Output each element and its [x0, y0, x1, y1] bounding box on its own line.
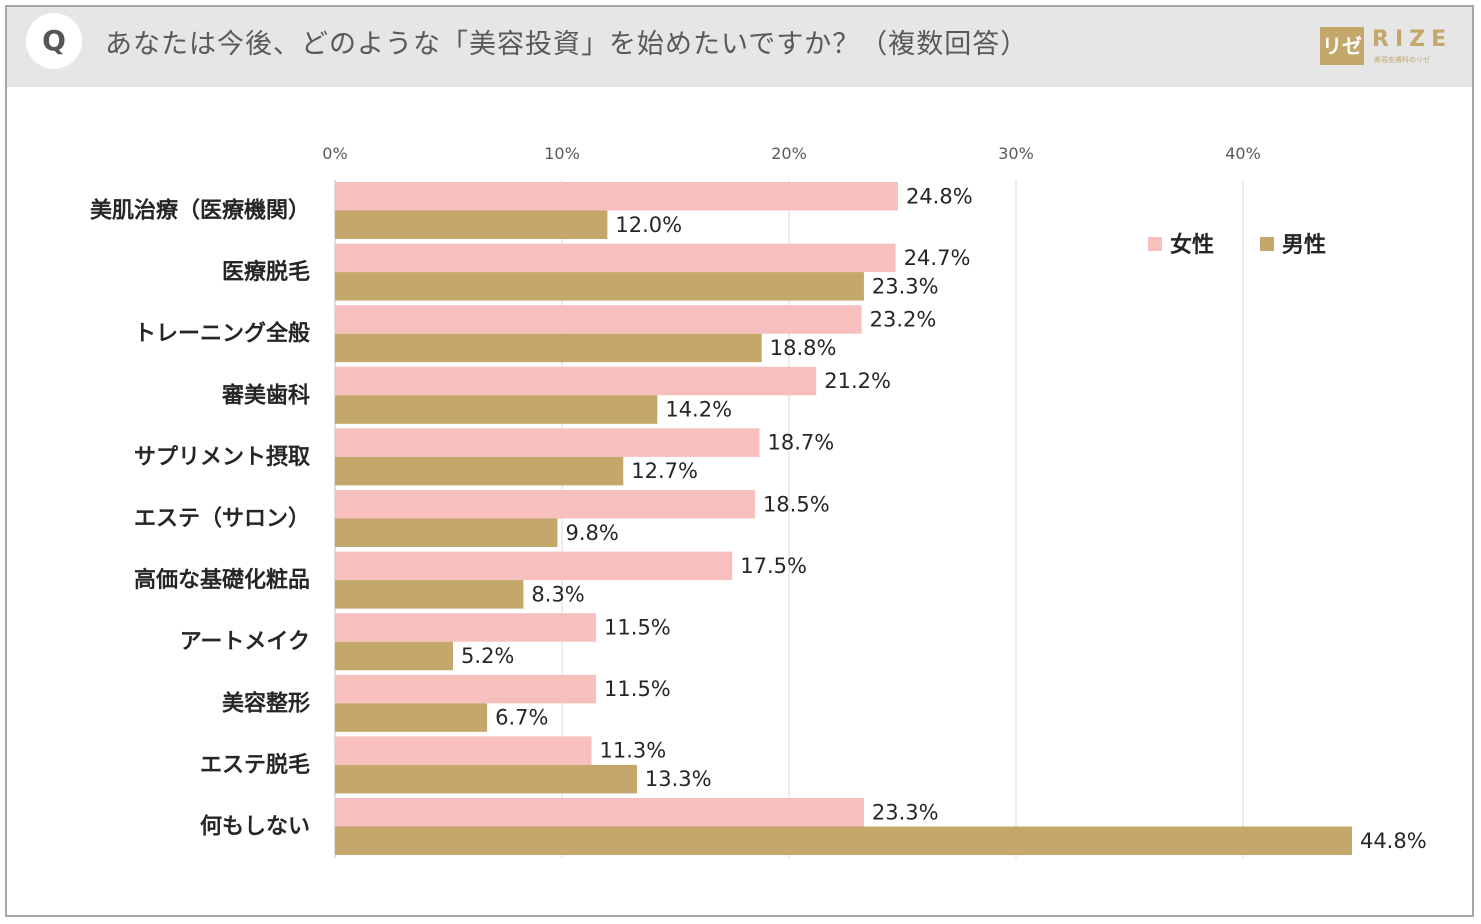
category-label: アートメイク	[180, 630, 310, 655]
legend-label: 女性	[1170, 232, 1214, 258]
brand-logo-tagline: 美容皮膚科のリゼ	[1374, 56, 1430, 64]
bar-male	[335, 703, 488, 732]
bar-female	[335, 736, 592, 765]
bar-female	[335, 674, 597, 704]
bar-female	[335, 366, 817, 396]
data-label: 17.5%	[740, 554, 807, 578]
x-tick-label: 20%	[771, 144, 807, 163]
legend-label: 男性	[1282, 233, 1326, 258]
category-label: エステ（サロン）	[134, 507, 310, 532]
data-label: 24.7%	[904, 246, 971, 270]
data-label: 23.2%	[870, 307, 937, 331]
bar-female	[335, 305, 862, 334]
bar-male	[335, 333, 762, 363]
data-label: 18.7%	[767, 431, 834, 455]
category-label: トレーニング全般	[134, 321, 310, 347]
data-label: 24.8%	[906, 184, 973, 208]
category-label: 美肌治療（医療機関）	[90, 198, 310, 224]
category-label: 医療脱毛	[222, 259, 310, 285]
data-label: 11.5%	[604, 615, 671, 639]
chart-frame	[5, 5, 1474, 917]
bar-female	[335, 428, 760, 457]
bar-male	[335, 518, 558, 547]
x-tick-label: 0%	[322, 144, 347, 163]
data-label: 18.5%	[763, 492, 830, 516]
bar-female	[335, 613, 597, 642]
question-text: あなたは今後、どのような「美容投資」を始めたいですか？（複数回答）	[105, 29, 1029, 60]
data-label: 23.3%	[872, 800, 939, 824]
x-tick-label: 40%	[1225, 144, 1261, 163]
category-label: サプリメント摂取	[134, 444, 310, 470]
data-label: 18.8%	[770, 336, 837, 360]
legend-swatch-male	[1260, 237, 1274, 251]
data-label: 44.8%	[1360, 829, 1427, 853]
data-label: 5.2%	[461, 644, 514, 668]
bar-female	[335, 182, 898, 211]
bar-male	[335, 641, 454, 671]
bar-female	[335, 551, 733, 581]
data-label: 23.3%	[872, 274, 939, 298]
data-label: 12.7%	[631, 459, 698, 483]
brand-logo-mark: リゼ	[1320, 27, 1364, 65]
data-label: 9.8%	[565, 521, 618, 545]
x-tick-label: 30%	[998, 144, 1034, 163]
category-label: 高価な基礎化粧品	[134, 567, 310, 593]
question-badge: Q	[26, 13, 82, 69]
bar-male	[335, 210, 608, 239]
data-label: 11.3%	[600, 739, 667, 763]
category-label: 美容整形	[222, 690, 310, 716]
data-label: 14.2%	[665, 398, 732, 422]
bar-male	[335, 580, 524, 609]
bar-male	[335, 395, 658, 424]
data-label: 8.3%	[531, 582, 584, 606]
category-label: 審美歯科	[221, 382, 310, 408]
bar-female	[335, 798, 864, 827]
data-label: 6.7%	[495, 706, 548, 730]
bar-male	[335, 272, 864, 301]
brand-logo-word: RIZE	[1372, 27, 1453, 52]
category-label: エステ脱毛	[200, 753, 310, 778]
question-header	[7, 7, 1472, 87]
legend-swatch-female	[1148, 237, 1162, 251]
data-label: 21.2%	[824, 369, 891, 393]
x-tick-label: 10%	[544, 144, 580, 163]
data-label: 11.5%	[604, 677, 671, 701]
bar-female	[335, 490, 755, 519]
data-label: 13.3%	[645, 767, 712, 791]
category-label: 何もしない	[200, 814, 310, 840]
bar-male	[335, 456, 624, 486]
bar-male	[335, 826, 1352, 855]
bar-female	[335, 243, 896, 273]
bar-male	[335, 764, 637, 794]
data-label: 12.0%	[615, 213, 682, 237]
